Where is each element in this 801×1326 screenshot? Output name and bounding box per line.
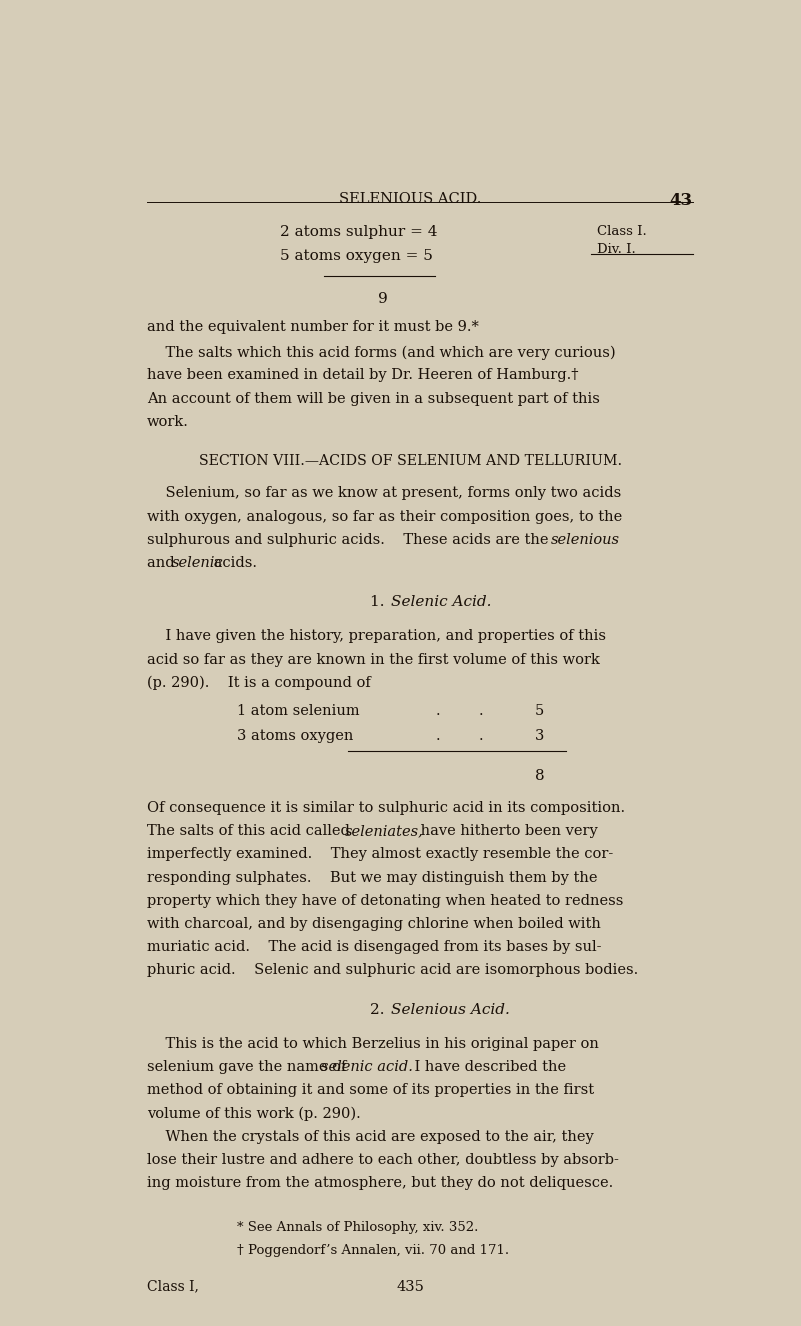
- Text: have hitherto been very: have hitherto been very: [416, 823, 598, 838]
- Text: Class I.: Class I.: [597, 225, 646, 239]
- Text: I have described the: I have described the: [396, 1059, 566, 1074]
- Text: Selenium, so far as we know at present, forms only two acids: Selenium, so far as we know at present, …: [147, 487, 621, 500]
- Text: and: and: [147, 556, 179, 570]
- Text: † Poggendorf’s Annalen, vii. 70 and 171.: † Poggendorf’s Annalen, vii. 70 and 171.: [237, 1244, 509, 1257]
- Text: When the crystals of this acid are exposed to the air, they: When the crystals of this acid are expos…: [147, 1130, 594, 1143]
- Text: This is the acid to which Berzelius in his original paper on: This is the acid to which Berzelius in h…: [147, 1037, 598, 1050]
- Text: selenic: selenic: [171, 556, 223, 570]
- Text: .: .: [436, 729, 440, 744]
- Text: sulphurous and sulphuric acids.    These acids are the: sulphurous and sulphuric acids. These ac…: [147, 533, 553, 546]
- Text: (p. 290).    It is a compound of: (p. 290). It is a compound of: [147, 676, 370, 690]
- Text: The salts of this acid called: The salts of this acid called: [147, 823, 354, 838]
- Text: volume of this work (p. 290).: volume of this work (p. 290).: [147, 1106, 360, 1120]
- Text: with oxygen, analogous, so far as their composition goes, to the: with oxygen, analogous, so far as their …: [147, 509, 622, 524]
- Text: selenic acid.: selenic acid.: [320, 1059, 413, 1074]
- Text: muriatic acid.    The acid is disengaged from its bases by sul-: muriatic acid. The acid is disengaged fr…: [147, 940, 602, 955]
- Text: 5 atoms oxygen = 5: 5 atoms oxygen = 5: [280, 249, 433, 263]
- Text: Selenious Acid.: Selenious Acid.: [391, 1002, 509, 1017]
- Text: 1 atom selenium: 1 atom selenium: [237, 704, 360, 719]
- Text: lose their lustre and adhere to each other, doubtless by absorb-: lose their lustre and adhere to each oth…: [147, 1152, 618, 1167]
- Text: .: .: [479, 704, 484, 719]
- Text: Of consequence it is similar to sulphuric acid in its composition.: Of consequence it is similar to sulphuri…: [147, 801, 625, 815]
- Text: SELENIOUS ACID.: SELENIOUS ACID.: [340, 192, 481, 206]
- Text: ing moisture from the atmosphere, but they do not deliquesce.: ing moisture from the atmosphere, but th…: [147, 1176, 613, 1189]
- Text: 2.: 2.: [370, 1002, 389, 1017]
- Text: Div. I.: Div. I.: [597, 244, 635, 256]
- Text: imperfectly examined.    They almost exactly resemble the cor-: imperfectly examined. They almost exactl…: [147, 847, 613, 862]
- Text: 3: 3: [535, 729, 544, 744]
- Text: Selenic Acid.: Selenic Acid.: [391, 595, 491, 610]
- Text: * See Annals of Philosophy, xiv. 352.: * See Annals of Philosophy, xiv. 352.: [237, 1221, 478, 1233]
- Text: SECTION VIII.—ACIDS OF SELENIUM AND TELLURIUM.: SECTION VIII.—ACIDS OF SELENIUM AND TELL…: [199, 455, 622, 468]
- Text: phuric acid.    Selenic and sulphuric acid are isomorphous bodies.: phuric acid. Selenic and sulphuric acid …: [147, 964, 638, 977]
- Text: have been examined in detail by Dr. Heeren of Hamburg.†: have been examined in detail by Dr. Heer…: [147, 369, 578, 382]
- Text: 5: 5: [535, 704, 544, 719]
- Text: 3 atoms oxygen: 3 atoms oxygen: [237, 729, 353, 744]
- Text: 2 atoms sulphur = 4: 2 atoms sulphur = 4: [280, 225, 437, 240]
- Text: .: .: [479, 729, 484, 744]
- Text: 1.: 1.: [370, 595, 389, 610]
- Text: 9: 9: [378, 292, 388, 305]
- Text: property which they have of detonating when heated to redness: property which they have of detonating w…: [147, 894, 623, 908]
- Text: work.: work.: [147, 415, 188, 428]
- Text: acid so far as they are known in the first volume of this work: acid so far as they are known in the fir…: [147, 652, 600, 667]
- Text: 435: 435: [396, 1280, 425, 1294]
- Text: I have given the history, preparation, and properties of this: I have given the history, preparation, a…: [147, 630, 606, 643]
- Text: 43: 43: [670, 192, 693, 208]
- Text: selenium gave the name of: selenium gave the name of: [147, 1059, 351, 1074]
- Text: seleniates,: seleniates,: [344, 823, 424, 838]
- Text: with charcoal, and by disengaging chlorine when boiled with: with charcoal, and by disengaging chlori…: [147, 918, 601, 931]
- Text: 8: 8: [535, 769, 545, 782]
- Text: .: .: [436, 704, 440, 719]
- Text: responding sulphates.    But we may distinguish them by the: responding sulphates. But we may disting…: [147, 870, 598, 884]
- Text: Class I,: Class I,: [147, 1280, 199, 1294]
- Text: The salts which this acid forms (and which are very curious): The salts which this acid forms (and whi…: [147, 345, 615, 359]
- Text: and the equivalent number for it must be 9.*: and the equivalent number for it must be…: [147, 320, 478, 334]
- Text: acids.: acids.: [209, 556, 257, 570]
- Text: method of obtaining it and some of its properties in the first: method of obtaining it and some of its p…: [147, 1083, 594, 1097]
- Text: selenious: selenious: [551, 533, 620, 546]
- Text: An account of them will be given in a subsequent part of this: An account of them will be given in a su…: [147, 391, 600, 406]
